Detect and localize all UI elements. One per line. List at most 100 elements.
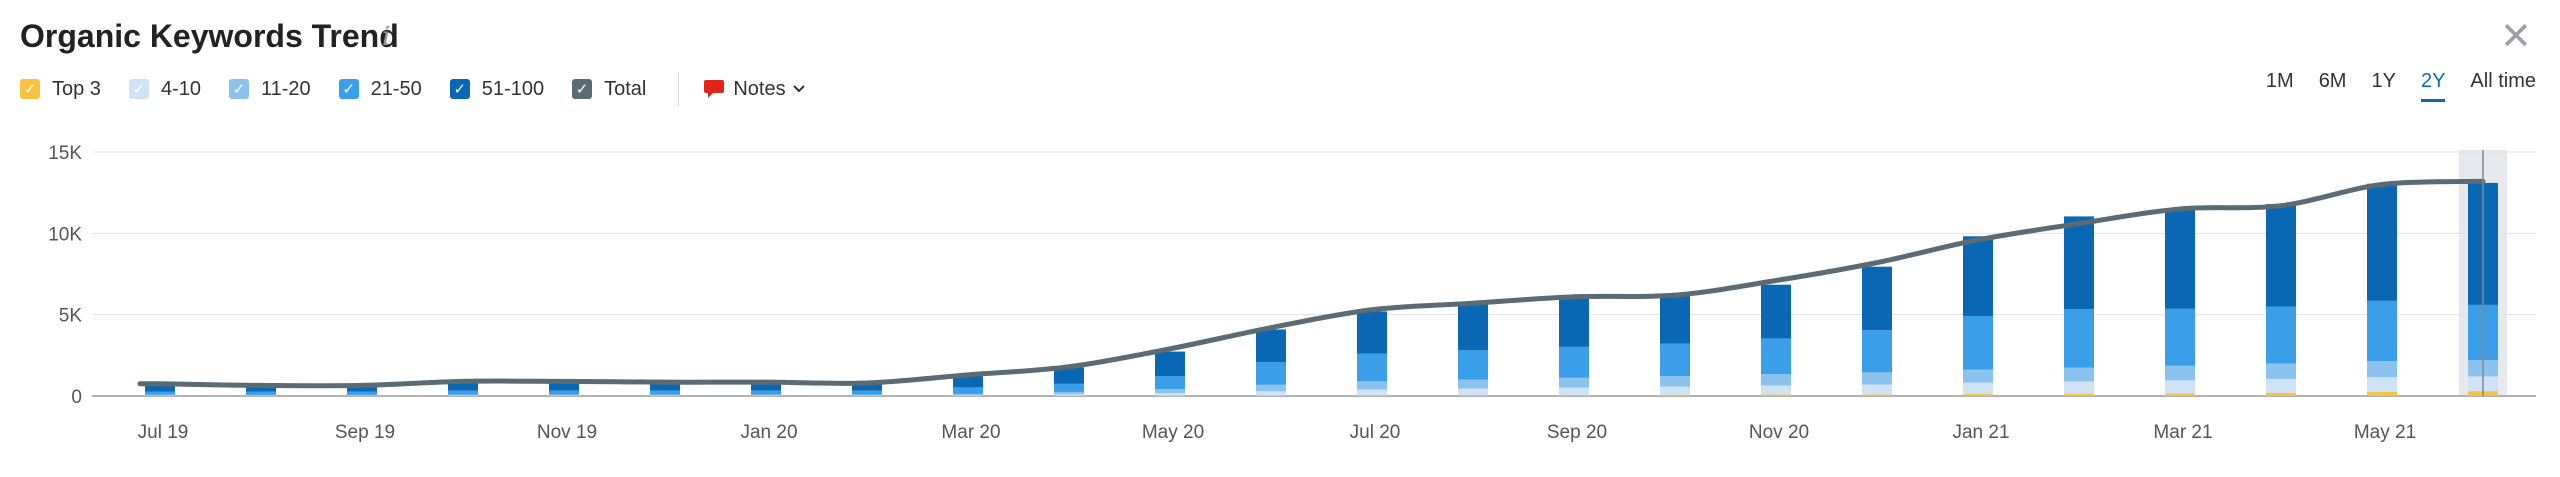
bar-segment — [145, 384, 175, 392]
bar-segment — [1761, 394, 1791, 396]
notes-dropdown[interactable]: Notes — [703, 78, 805, 101]
x-tick-label: Sep 20 — [1547, 422, 1607, 443]
checkbox-icon[interactable]: ✓ — [20, 79, 40, 99]
bar-segment — [1155, 351, 1185, 376]
bar-segment — [1458, 388, 1488, 396]
x-tick-label: May 20 — [1142, 422, 1204, 443]
bar-segment — [1761, 284, 1791, 339]
legend-item-4-10[interactable]: ✓ 4-10 — [128, 78, 201, 101]
bar-segment — [1357, 353, 1387, 382]
bar-segment — [1256, 362, 1286, 385]
bar-segment — [650, 383, 680, 391]
bar-segment — [2165, 209, 2195, 309]
chart-legend: ✓ Top 3 ✓ 4-10 ✓ 11-20 ✓ 21-50 ✓ 51-100 … — [20, 72, 806, 106]
tab-6m[interactable]: 6M — [2318, 70, 2347, 92]
checkbox-icon[interactable]: ✓ — [338, 79, 359, 99]
bar-segment — [2064, 381, 2094, 394]
bar-segment — [2064, 309, 2094, 368]
bar-segment — [751, 383, 781, 391]
legend-label: Total — [604, 77, 647, 100]
bar-segment — [1862, 384, 1892, 395]
bar-segment — [347, 385, 377, 392]
bar-segment — [1256, 329, 1286, 363]
bar-segment — [347, 391, 377, 395]
tab-1m[interactable]: 1M — [2265, 70, 2294, 92]
bar-segment — [1963, 394, 1993, 396]
bar-segment — [1155, 389, 1185, 394]
checkbox-icon[interactable]: ✓ — [572, 79, 593, 99]
legend-item-21-50[interactable]: ✓ 21-50 — [338, 77, 422, 101]
legend-item-total[interactable]: ✓ Total — [572, 78, 646, 101]
bar-segment — [1357, 395, 1387, 396]
legend-item-11-20[interactable]: ✓ 11-20 — [228, 77, 311, 101]
checkbox-icon[interactable]: ✓ — [449, 79, 470, 99]
bar-segment — [1963, 382, 1993, 395]
bar-segment — [1660, 375, 1690, 387]
bar-segment — [2165, 365, 2195, 381]
bar-segment — [246, 385, 276, 392]
bar-segment — [2064, 393, 2094, 396]
bar-segment — [1761, 374, 1791, 386]
x-tick-label: Nov 20 — [1749, 422, 1809, 443]
bar-segment — [2266, 363, 2296, 379]
bar-segment — [246, 394, 276, 396]
bar-segment — [2165, 380, 2195, 394]
y-tick-label: 10K — [48, 224, 82, 245]
bar-segment — [347, 394, 377, 396]
bar-segment — [1660, 294, 1690, 344]
checkbox-icon[interactable]: ✓ — [128, 79, 149, 99]
bar-segment — [2064, 216, 2094, 310]
tab-all-time[interactable]: All time — [2470, 70, 2536, 92]
bar-segment — [852, 390, 882, 395]
tab-1y[interactable]: 1Y — [2371, 70, 2396, 92]
bar-segment — [2367, 391, 2397, 396]
bar-segment — [2367, 361, 2397, 378]
legend-label: Top 3 — [52, 77, 101, 100]
bar-segment — [1963, 369, 1993, 383]
bar-segment — [1559, 377, 1589, 388]
info-icon[interactable]: i — [382, 22, 391, 52]
bar-segment — [549, 383, 579, 391]
bar-segment — [2165, 308, 2195, 366]
bar-segment — [852, 394, 882, 396]
bar-segment — [1357, 311, 1387, 354]
bar-segment — [2367, 183, 2397, 301]
bar-segment — [1862, 330, 1892, 373]
bar-segment — [1559, 387, 1589, 395]
bar-segment — [1559, 298, 1589, 347]
x-tick-label: Jan 21 — [1952, 422, 2009, 443]
y-tick-label: 0 — [71, 387, 82, 408]
bar-segment — [1054, 391, 1084, 395]
checkbox-icon[interactable]: ✓ — [228, 79, 249, 99]
legend-label: 11-20 — [260, 77, 311, 100]
bar-segment — [2064, 367, 2094, 382]
bar-segment — [1660, 394, 1690, 396]
bar-segment — [953, 393, 983, 396]
tab-2y[interactable]: 2Y — [2420, 68, 2446, 102]
x-tick-label: Nov 19 — [537, 422, 597, 443]
legend-item-51-100[interactable]: ✓ 51-100 — [449, 77, 545, 101]
bar-segment — [1862, 372, 1892, 385]
bar-segment — [953, 395, 983, 396]
chevron-down-icon — [792, 82, 806, 96]
x-tick-label: May 21 — [2354, 422, 2416, 443]
x-tick-label: Sep 19 — [335, 422, 395, 443]
close-icon[interactable]: ✕ — [2500, 16, 2532, 58]
bar-segment — [1963, 236, 1993, 316]
keywords-trend-chart: 0 5K 10K 15K Jul 19 Sep 19 Nov 19 Jan 20 Mar 20 M… — [48, 143, 2536, 443]
bar-segment — [953, 387, 983, 394]
legend-label: 21-50 — [370, 77, 422, 100]
legend-label: 51-100 — [481, 77, 545, 100]
legend-item-top3[interactable]: ✓ Top 3 — [20, 78, 101, 101]
bar-segment — [2266, 378, 2296, 393]
speech-bubble-icon — [703, 78, 725, 100]
x-tick-label: Jul 20 — [1350, 422, 1401, 443]
bar-segment — [2165, 393, 2195, 396]
bar-segment — [1256, 391, 1286, 396]
bar-segment — [852, 384, 882, 391]
bar-segment — [1155, 375, 1185, 390]
bar-segment — [1357, 389, 1387, 396]
bar-segment — [1054, 367, 1084, 384]
bar-segment — [145, 391, 175, 395]
bar-segment — [953, 375, 983, 388]
